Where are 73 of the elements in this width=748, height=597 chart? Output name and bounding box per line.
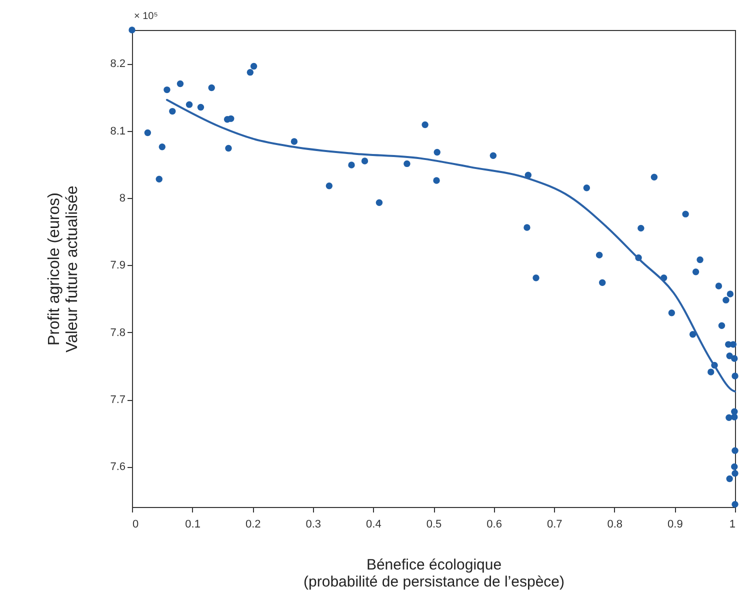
y-tick-label: 7.9 (110, 260, 126, 272)
point (225, 144, 232, 152)
x-tick-label: 0.1 (185, 518, 200, 530)
point (682, 210, 689, 218)
text: × 10⁵ (134, 11, 158, 22)
point (715, 282, 722, 290)
point (731, 355, 738, 362)
point (650, 174, 658, 180)
x-tick-label: 1 (729, 518, 736, 530)
point (158, 144, 166, 150)
x-tick-label: 0.2 (245, 518, 261, 530)
point (197, 104, 204, 111)
x-axis-title: Bénefice écologique (probabilité de persistance de l’espèce) (304, 556, 564, 590)
point (689, 330, 696, 338)
line-series (166, 98, 736, 392)
point (732, 447, 738, 454)
point (726, 290, 734, 298)
x-tick-label: 0.8 (607, 518, 623, 530)
y-tick-label: 7.8 (110, 326, 126, 339)
point (228, 115, 234, 122)
point (186, 101, 193, 108)
x-tick-label: 0.4 (366, 518, 382, 530)
point (732, 372, 738, 380)
point (434, 148, 440, 156)
point (731, 414, 738, 420)
x-tick-label: 0.7 (546, 518, 562, 530)
point (164, 86, 170, 94)
point (169, 108, 176, 115)
point (524, 224, 530, 231)
point (348, 162, 355, 168)
y-tick-label: 8.1 (110, 125, 126, 138)
point (726, 414, 732, 421)
point (730, 341, 737, 348)
point (731, 463, 738, 470)
x-tick-label: 0.6 (486, 518, 502, 530)
point (732, 500, 738, 508)
x-tick-label: 0.3 (306, 518, 322, 530)
point (250, 62, 258, 70)
point (596, 252, 603, 258)
point (361, 158, 368, 164)
y-axis-title: Profit agricole (euros) Valeur future actualisée (46, 185, 82, 352)
point (290, 138, 298, 145)
point (532, 274, 540, 282)
point (246, 68, 254, 76)
x-tick-label: 0.5 (426, 518, 442, 530)
point (404, 160, 410, 168)
point (718, 322, 726, 329)
point (696, 256, 704, 264)
point (376, 199, 383, 206)
point (583, 184, 590, 192)
point (708, 368, 714, 376)
point (144, 129, 152, 136)
point (422, 121, 428, 128)
point (638, 224, 644, 232)
y-tick-label: 7.6 (110, 461, 126, 474)
point (326, 182, 333, 190)
point (732, 470, 738, 477)
x-tick-label: 0.9 (668, 518, 683, 530)
point (490, 152, 497, 159)
point (598, 279, 606, 286)
point (433, 177, 440, 184)
y-tick-label: 8 (119, 192, 126, 204)
point (156, 176, 162, 182)
y-tick-label: 8.2 (110, 58, 126, 70)
point (176, 80, 184, 88)
point (726, 475, 733, 482)
point (722, 296, 730, 304)
x-tick-label: 0 (132, 518, 139, 530)
point (692, 268, 700, 276)
point (668, 309, 676, 316)
point (128, 26, 136, 34)
y-tick-label: 7.7 (110, 394, 126, 406)
point (208, 84, 215, 92)
